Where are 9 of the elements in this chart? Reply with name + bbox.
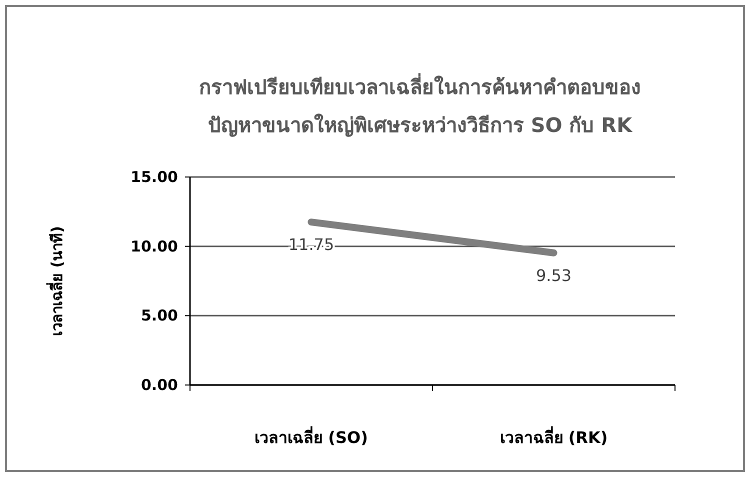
y-axis-title: เวลาเฉลี่ย (นาที) — [46, 226, 66, 336]
data-label: 9.53 — [536, 266, 572, 285]
chart-title: กราฟเปรียบเทียบเวลาเฉลี่ยในการค้นหาคำตอบของ ปัญหาขนาดใหญ่พิเศษระหว่างวิธีการ SO กับ RK — [199, 72, 641, 137]
y-tick-label: 15.00 — [130, 168, 178, 186]
y-tick-label: 5.00 — [140, 306, 178, 325]
y-tick-label: 10.00 — [130, 237, 178, 256]
x-tick-label: เวลาฉลี่ย (RK) — [500, 426, 608, 447]
y-tick-label: 0.00 — [140, 376, 178, 394]
x-tick-label: เวลาเฉลี่ย (SO) — [254, 426, 368, 447]
